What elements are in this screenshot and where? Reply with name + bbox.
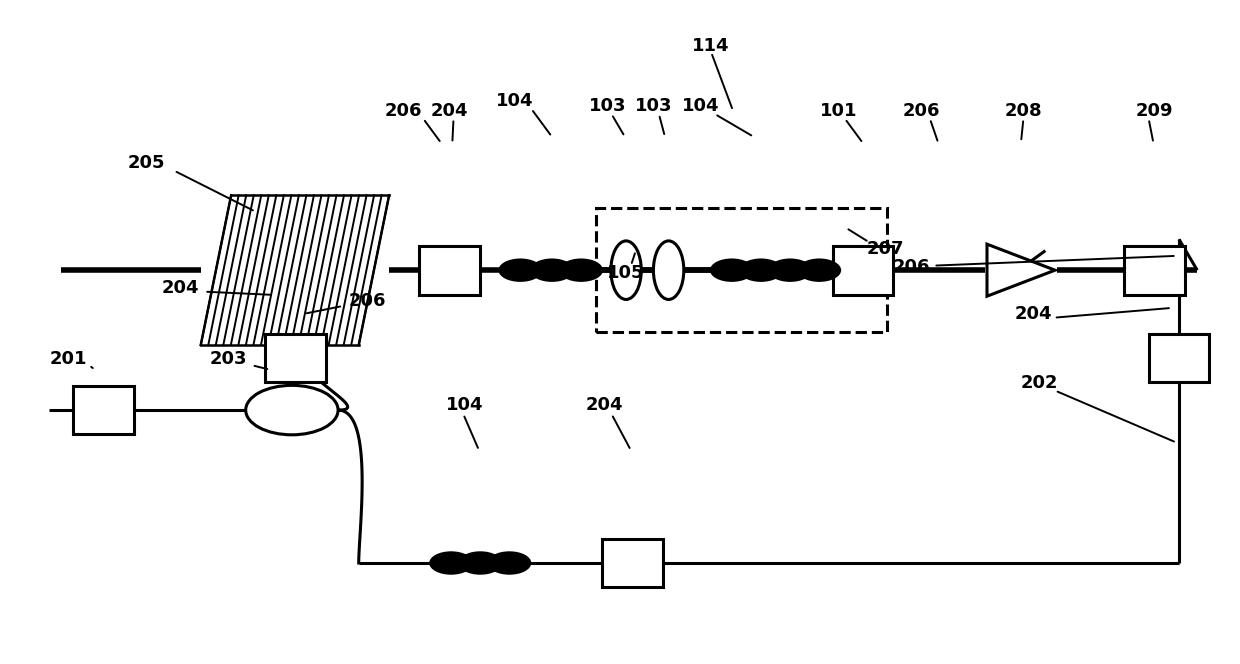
Text: 206: 206 bbox=[893, 258, 930, 276]
Text: 204: 204 bbox=[432, 102, 469, 120]
Circle shape bbox=[246, 385, 339, 435]
Text: 204: 204 bbox=[161, 279, 198, 297]
Text: 206: 206 bbox=[903, 102, 940, 120]
Circle shape bbox=[429, 551, 472, 575]
Circle shape bbox=[529, 258, 574, 282]
Text: 103: 103 bbox=[589, 96, 626, 115]
Ellipse shape bbox=[611, 241, 641, 299]
Circle shape bbox=[739, 258, 782, 282]
Text: 206: 206 bbox=[348, 291, 386, 310]
Text: 114: 114 bbox=[692, 37, 730, 54]
Bar bbox=[1148, 333, 1209, 382]
Text: 204: 204 bbox=[585, 396, 622, 414]
Bar bbox=[419, 246, 480, 295]
Circle shape bbox=[459, 551, 502, 575]
Text: 101: 101 bbox=[820, 102, 858, 120]
Circle shape bbox=[487, 551, 531, 575]
Text: 103: 103 bbox=[635, 96, 673, 115]
Text: 205: 205 bbox=[128, 154, 165, 172]
Bar bbox=[73, 386, 134, 434]
Circle shape bbox=[797, 258, 841, 282]
Text: 208: 208 bbox=[1004, 102, 1043, 120]
Text: 201: 201 bbox=[50, 351, 87, 369]
Text: 104: 104 bbox=[496, 92, 533, 110]
Text: 202: 202 bbox=[1021, 374, 1058, 392]
Bar bbox=[595, 208, 888, 332]
Text: 105: 105 bbox=[608, 264, 645, 282]
Text: 104: 104 bbox=[682, 96, 719, 115]
Bar bbox=[601, 539, 662, 588]
Text: 206: 206 bbox=[384, 102, 423, 120]
Bar bbox=[265, 333, 326, 382]
Text: 203: 203 bbox=[210, 351, 248, 369]
Text: 207: 207 bbox=[867, 240, 904, 258]
Circle shape bbox=[498, 258, 542, 282]
Circle shape bbox=[711, 258, 754, 282]
Text: 104: 104 bbox=[445, 396, 484, 414]
Text: 209: 209 bbox=[1136, 102, 1173, 120]
Circle shape bbox=[559, 258, 603, 282]
Polygon shape bbox=[987, 244, 1055, 296]
Text: 204: 204 bbox=[1014, 305, 1052, 323]
Ellipse shape bbox=[653, 241, 683, 299]
Circle shape bbox=[769, 258, 812, 282]
Bar bbox=[832, 246, 893, 295]
Bar bbox=[1125, 246, 1185, 295]
